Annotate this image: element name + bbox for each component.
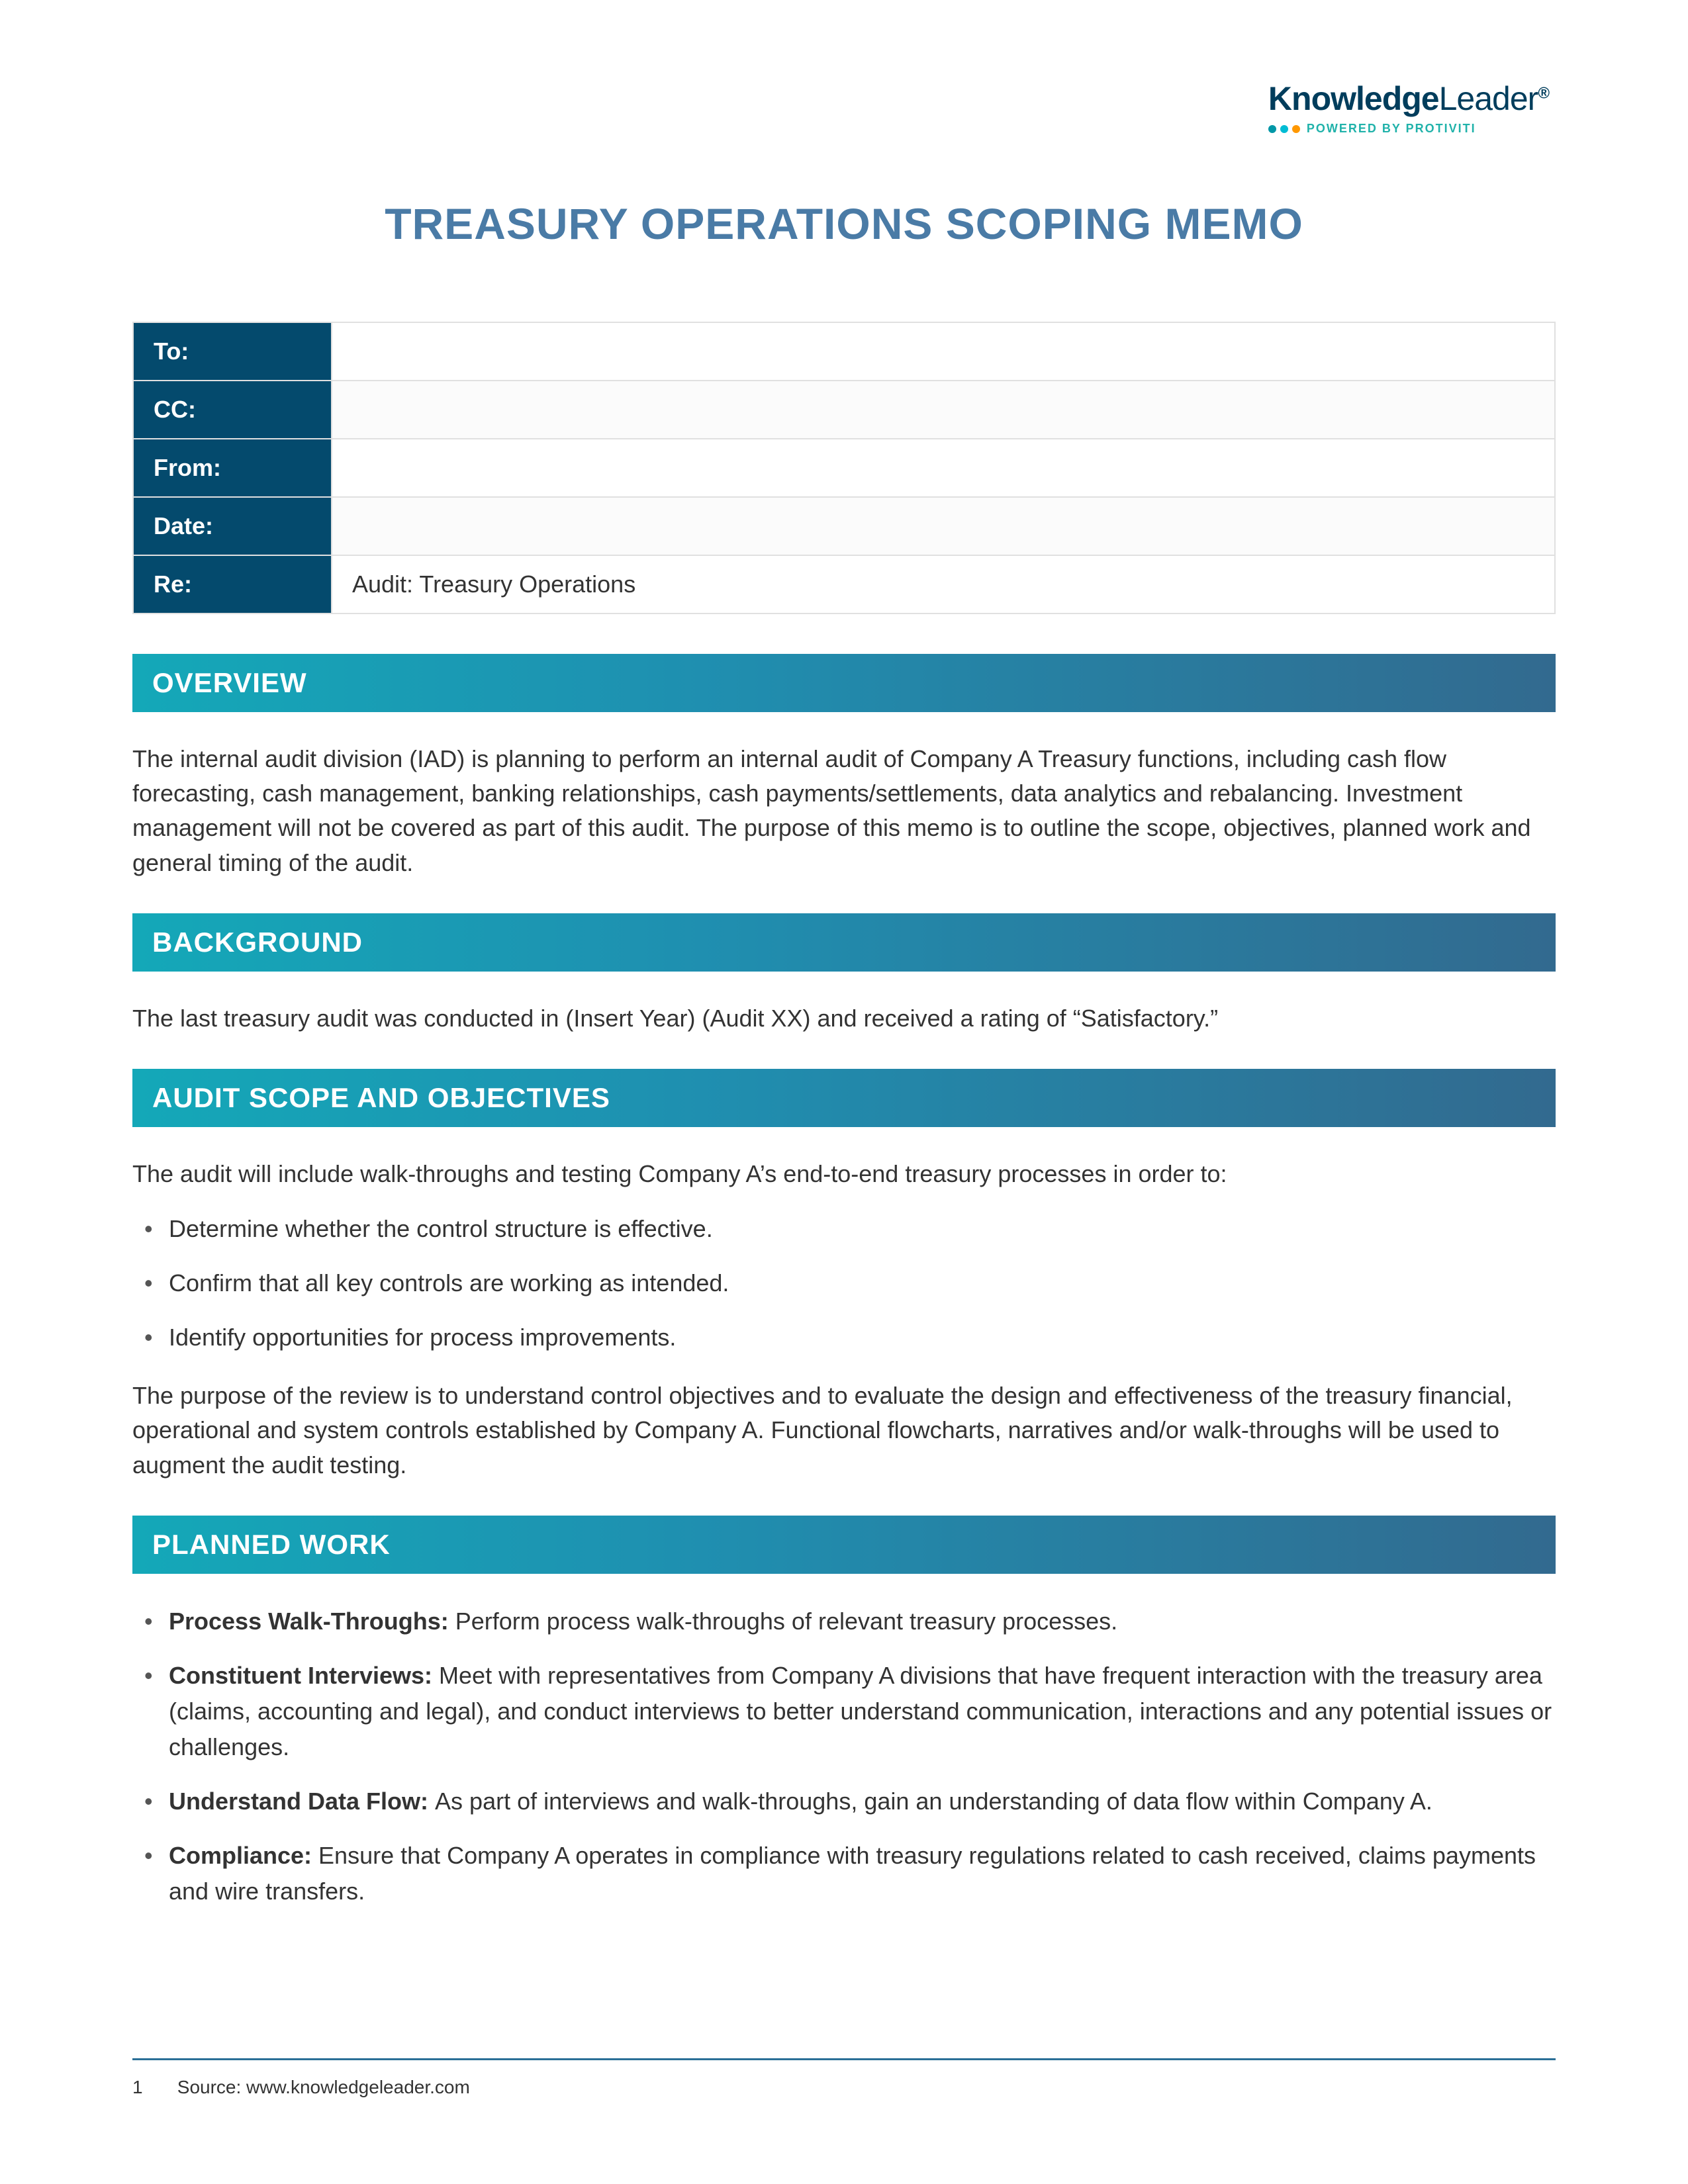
item-rest: Perform process walk-throughs of relevan… [455,1608,1117,1635]
section-heading-background: BACKGROUND [132,913,1556,972]
section-heading-planned: PLANNED WORK [132,1516,1556,1574]
dot-icon [1292,125,1300,133]
field-label-cc: CC: [133,381,332,439]
list-item: Determine whether the control structure … [132,1211,1556,1247]
field-value-cc [332,381,1555,439]
footer-rule [132,2058,1556,2060]
field-label-to: To: [133,322,332,381]
table-row: CC: [133,381,1555,439]
table-row: Re: Audit: Treasury Operations [133,555,1555,614]
item-lead: Understand Data Flow: [169,1788,435,1815]
field-value-re: Audit: Treasury Operations [332,555,1555,614]
item-rest: Ensure that Company A operates in compli… [169,1842,1536,1905]
field-value-to [332,322,1555,381]
page-number: 1 [132,2077,172,2098]
brand-reg: ® [1538,84,1549,102]
item-lead: Compliance: [169,1842,318,1869]
brand-light: Leader [1439,80,1538,117]
dot-icon [1280,125,1288,133]
footer-source: Source: www.knowledgeleader.com [177,2077,470,2097]
dot-icon [1268,125,1276,133]
planned-work-list: Process Walk-Throughs: Perform process w… [132,1604,1556,1909]
list-item: Understand Data Flow: As part of intervi… [132,1784,1556,1819]
section-heading-scope: AUDIT SCOPE AND OBJECTIVES [132,1069,1556,1127]
table-row: Date: [133,497,1555,555]
memo-header-table: To: CC: From: Date: Re: Audit: Treasury … [132,322,1556,614]
field-value-from [332,439,1555,497]
brand-tagline: POWERED BY PROTIVITI [1307,122,1476,136]
background-text: The last treasury audit was conducted in… [132,1001,1556,1036]
brand-bold: Knowledge [1268,80,1439,117]
footer-text: 1 Source: www.knowledgeleader.com [132,2077,1556,2098]
list-item: Process Walk-Throughs: Perform process w… [132,1604,1556,1639]
item-lead: Process Walk-Throughs: [169,1608,455,1635]
document-title: TREASURY OPERATIONS SCOPING MEMO [132,199,1556,249]
field-value-date [332,497,1555,555]
table-row: From: [133,439,1555,497]
brand-name: KnowledgeLeader® [1268,79,1549,118]
field-label-date: Date: [133,497,332,555]
section-heading-overview: OVERVIEW [132,654,1556,712]
item-lead: Constituent Interviews: [169,1662,439,1689]
brand-tagline-row: POWERED BY PROTIVITI [1268,122,1549,136]
brand-logo: KnowledgeLeader® POWERED BY PROTIVITI [1268,79,1549,136]
field-label-re: Re: [133,555,332,614]
list-item: Confirm that all key controls are workin… [132,1265,1556,1301]
scope-intro: The audit will include walk-throughs and… [132,1157,1556,1191]
field-label-from: From: [133,439,332,497]
list-item: Compliance: Ensure that Company A operat… [132,1838,1556,1909]
list-item: Constituent Interviews: Meet with repres… [132,1658,1556,1765]
item-rest: As part of interviews and walk-throughs,… [435,1788,1432,1815]
page-footer: 1 Source: www.knowledgeleader.com [132,2058,1556,2098]
overview-text: The internal audit division (IAD) is pla… [132,742,1556,880]
scope-bullets: Determine whether the control structure … [132,1211,1556,1355]
table-row: To: [133,322,1555,381]
list-item: Identify opportunities for process impro… [132,1320,1556,1355]
brand-dots [1268,125,1300,133]
scope-outro: The purpose of the review is to understa… [132,1379,1556,1482]
